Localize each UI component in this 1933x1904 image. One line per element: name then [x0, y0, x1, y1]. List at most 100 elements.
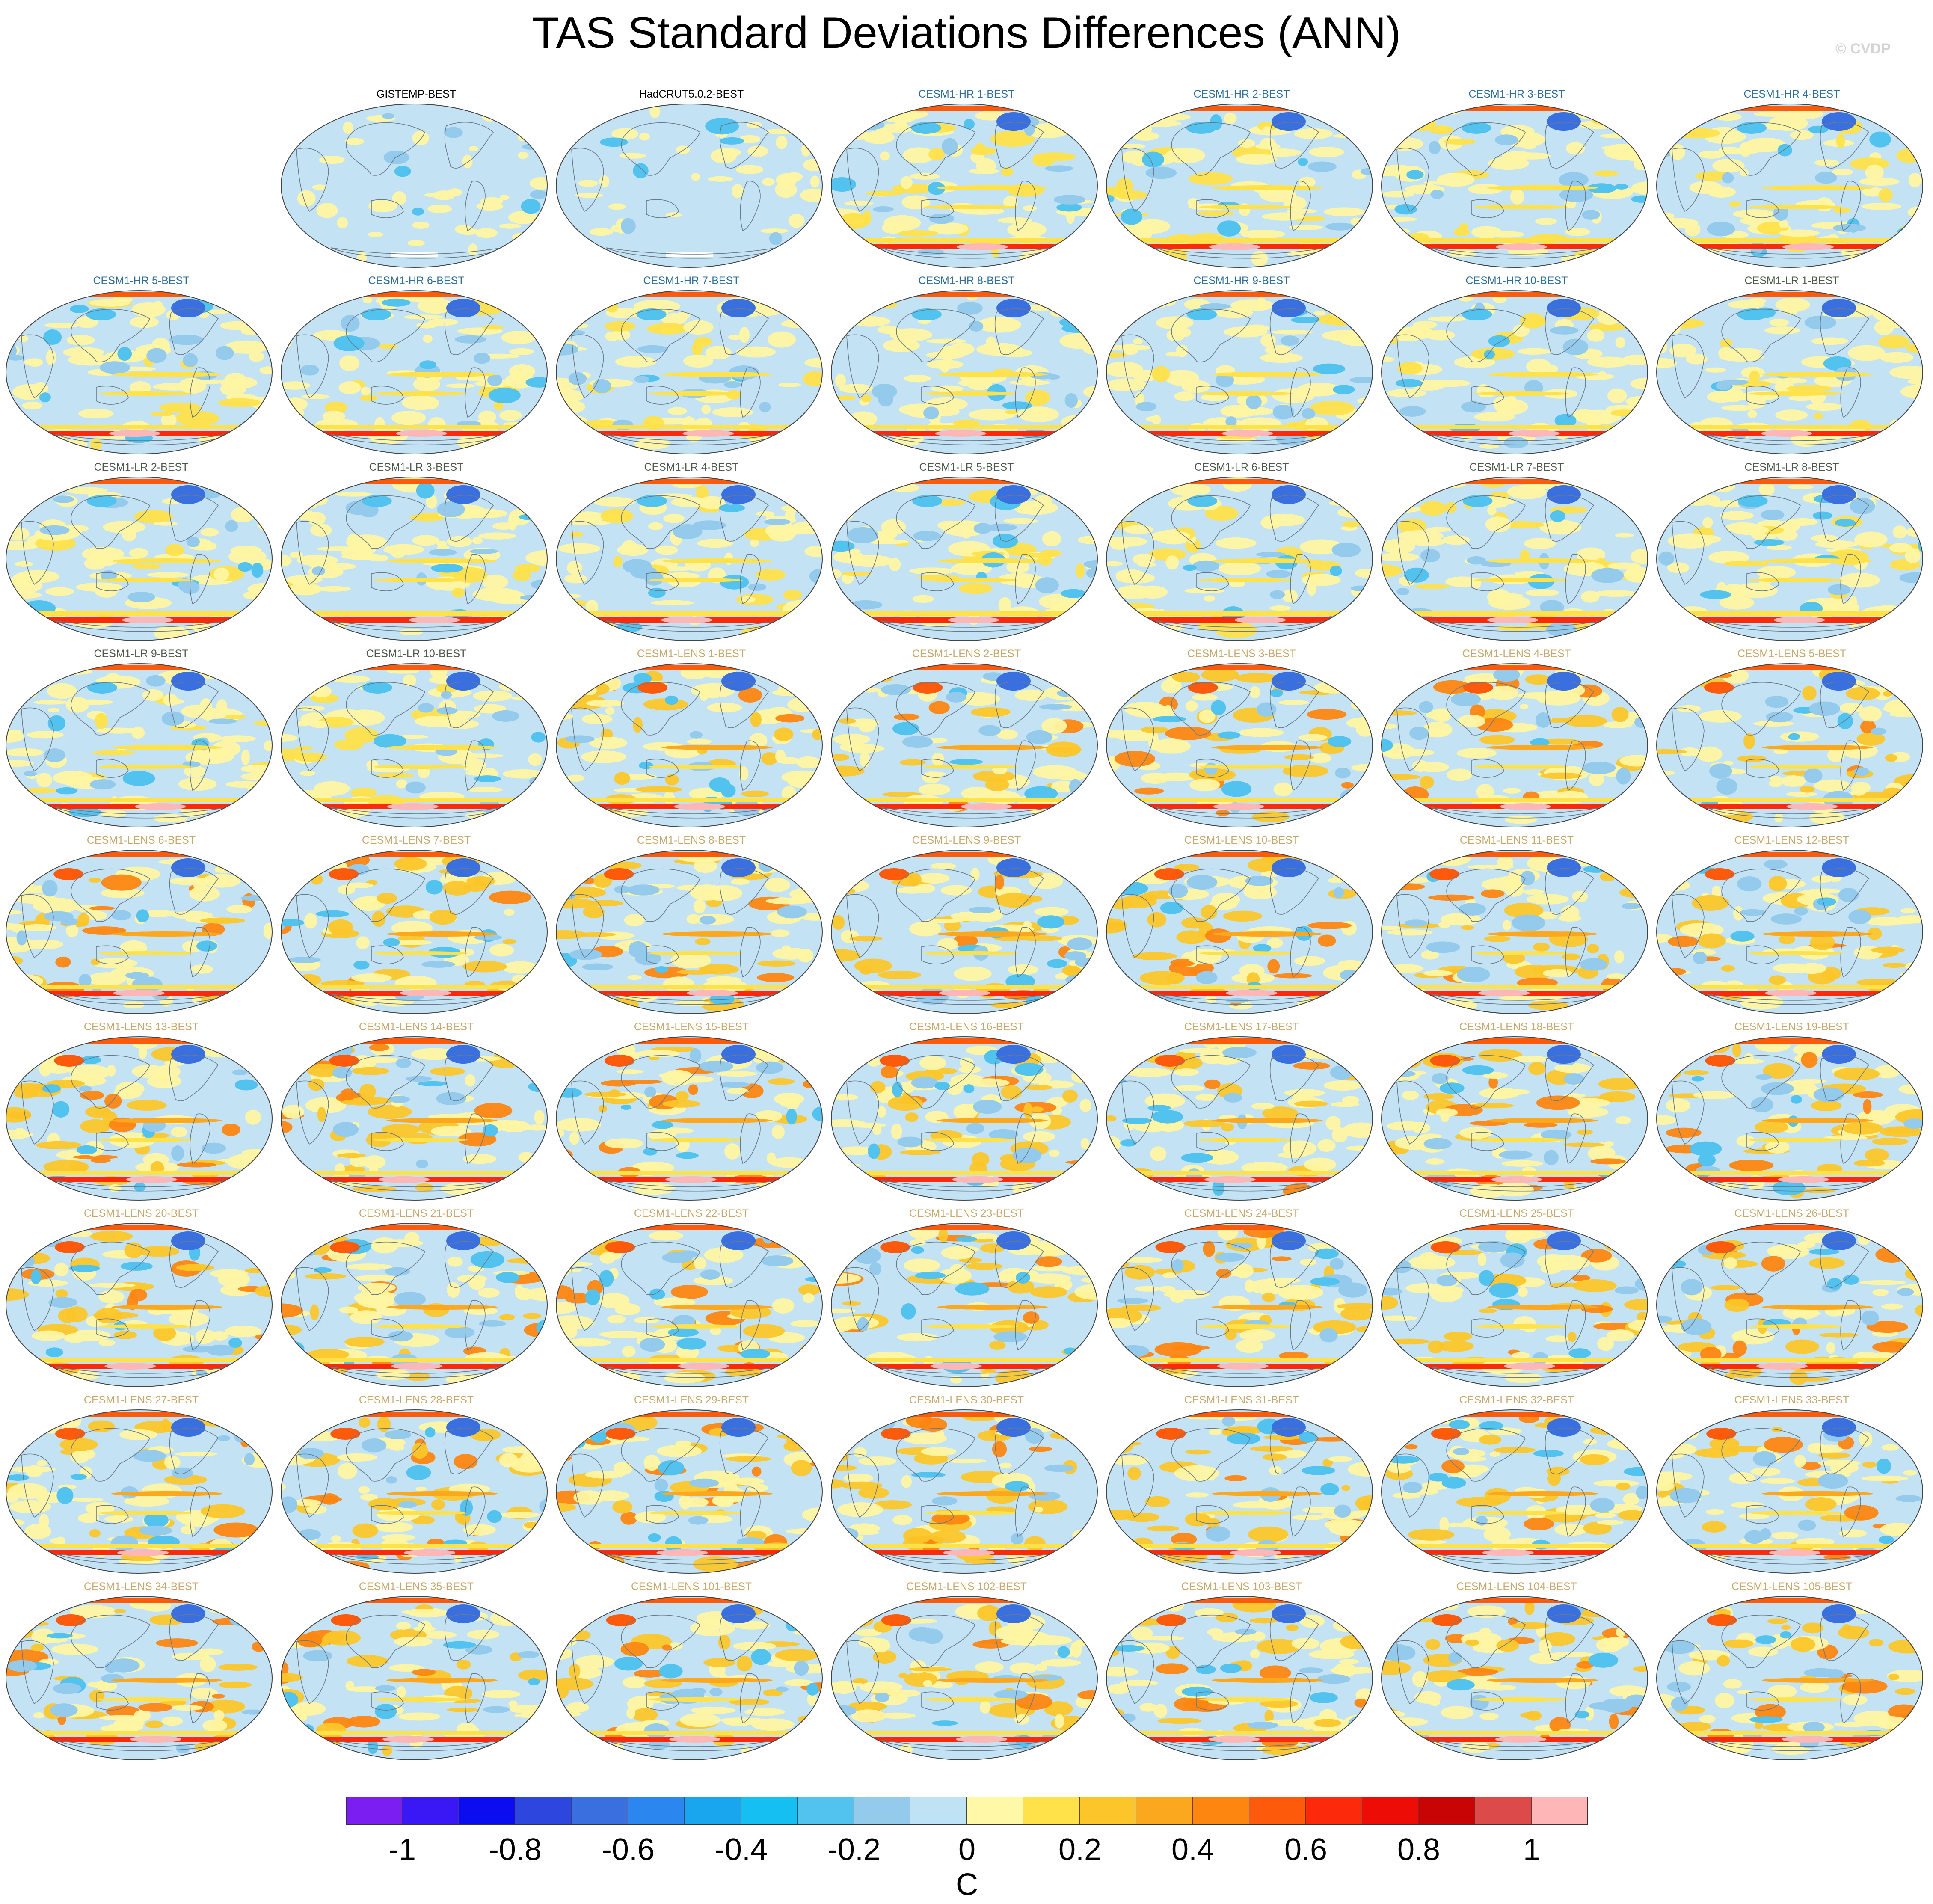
map-panel: CESM1-LENS 32-BEST — [1380, 1394, 1654, 1578]
world-map — [1656, 1223, 1923, 1387]
panel-title: CESM1-HR 6-BEST — [368, 275, 465, 287]
panel-title: CESM1-LENS 102-BEST — [906, 1581, 1027, 1593]
world-map — [281, 663, 548, 827]
panel-title: CESM1-LENS 10-BEST — [1184, 834, 1299, 846]
map-panel: CESM1-LENS 27-BEST — [4, 1394, 278, 1578]
world-map — [831, 477, 1098, 641]
colorbar-box — [854, 1797, 910, 1824]
colorbar-units-label: C — [956, 1868, 978, 1902]
world-map — [281, 850, 548, 1014]
world-map — [556, 1409, 823, 1574]
world-map — [831, 104, 1098, 268]
colorbar-tick-label: 0.4 — [1171, 1833, 1215, 1867]
colorbar-tick-label: -0.8 — [488, 1833, 542, 1867]
panel-title: CESM1-LENS 32-BEST — [1459, 1394, 1574, 1406]
map-panel: CESM1-LENS 28-BEST — [279, 1394, 553, 1578]
panel-title: CESM1-LENS 5-BEST — [1737, 648, 1847, 660]
map-panel: CESM1-HR 5-BEST — [4, 274, 278, 458]
map-panel: CESM1-LR 10-BEST — [279, 647, 553, 831]
map-panel: CESM1-LENS 10-BEST — [1105, 834, 1379, 1018]
map-panel: CESM1-LENS 33-BEST — [1655, 1394, 1929, 1578]
world-map — [6, 663, 273, 827]
map-panel: CESM1-HR 1-BEST — [830, 88, 1103, 272]
panel-title: CESM1-LENS 26-BEST — [1734, 1207, 1850, 1219]
panel-title: CESM1-LENS 1-BEST — [637, 648, 746, 660]
colorbar-box — [346, 1797, 402, 1824]
colorbar-box — [798, 1797, 854, 1824]
map-panel: CESM1-LENS 102-BEST — [830, 1580, 1103, 1764]
map-panel: CESM1-LENS 5-BEST — [1655, 647, 1929, 831]
panel-title: CESM1-LENS 101-BEST — [631, 1581, 752, 1593]
map-panel: CESM1-LR 8-BEST — [1655, 461, 1929, 645]
panel-title: CESM1-HR 7-BEST — [643, 275, 740, 287]
colorbar-box — [459, 1797, 515, 1824]
map-panel: CESM1-LENS 12-BEST — [1655, 834, 1929, 1018]
world-map — [1656, 477, 1923, 641]
panel-title: CESM1-LR 2-BEST — [94, 461, 189, 473]
colorbar-box — [967, 1797, 1023, 1824]
panel-title: CESM1-LR 4-BEST — [644, 461, 739, 473]
world-map — [281, 290, 548, 454]
world-map — [831, 290, 1098, 454]
map-panel: CESM1-LENS 18-BEST — [1380, 1020, 1654, 1204]
colorbar-box — [1419, 1797, 1475, 1824]
map-panel: CESM1-LR 3-BEST — [279, 461, 553, 645]
world-map — [1381, 477, 1648, 641]
panel-title: CESM1-LENS 14-BEST — [359, 1021, 474, 1033]
map-panel: CESM1-LENS 24-BEST — [1105, 1207, 1379, 1391]
colorbar-box — [1475, 1797, 1532, 1824]
world-map — [6, 1223, 273, 1387]
colorbar-box — [572, 1797, 628, 1824]
world-map — [1381, 1596, 1648, 1760]
world-map — [1381, 1036, 1648, 1201]
map-panel: CESM1-LR 2-BEST — [4, 461, 278, 645]
world-map — [1381, 1223, 1648, 1387]
map-panel: CESM1-LENS 103-BEST — [1105, 1580, 1379, 1764]
world-map — [1106, 104, 1373, 268]
panel-title: CESM1-LENS 23-BEST — [909, 1207, 1024, 1219]
panel-title: CESM1-LENS 11-BEST — [1459, 834, 1574, 846]
panel-title: CESM1-LENS 27-BEST — [83, 1394, 199, 1406]
map-panel: CESM1-LENS 7-BEST — [279, 834, 553, 1018]
map-panel: CESM1-LENS 19-BEST — [1655, 1020, 1929, 1204]
colorbar-box — [1193, 1797, 1249, 1824]
panel-title: GISTEMP-BEST — [376, 88, 457, 100]
panel-title: CESM1-LR 3-BEST — [369, 461, 464, 473]
map-panel: CESM1-LR 7-BEST — [1380, 461, 1654, 645]
panel-title: CESM1-LENS 18-BEST — [1459, 1021, 1574, 1033]
colorbar-box — [1532, 1797, 1588, 1824]
world-map — [831, 1596, 1098, 1760]
world-map — [1381, 850, 1648, 1014]
map-panel: CESM1-LENS 31-BEST — [1105, 1394, 1379, 1578]
map-panel: CESM1-LR 5-BEST — [830, 461, 1103, 645]
map-panel: CESM1-LENS 3-BEST — [1105, 647, 1379, 831]
colorbar-box — [1249, 1797, 1306, 1824]
map-panel: CESM1-LENS 25-BEST — [1380, 1207, 1654, 1391]
world-map — [1656, 104, 1923, 268]
map-panel: CESM1-HR 2-BEST — [1105, 88, 1379, 272]
map-panel: CESM1-LENS 15-BEST — [554, 1020, 828, 1204]
world-map — [6, 477, 273, 641]
colorbar-tick-label: -0.4 — [714, 1833, 768, 1867]
panel-title: HadCRUT5.0.2-BEST — [639, 88, 744, 100]
map-panel: CESM1-LENS 17-BEST — [1105, 1020, 1379, 1204]
panel-title: CESM1-LENS 6-BEST — [86, 834, 196, 846]
colorbar-box — [1136, 1797, 1193, 1824]
colorbar-box — [1080, 1797, 1136, 1824]
panel-title: CESM1-LENS 13-BEST — [83, 1021, 199, 1033]
world-map — [1381, 104, 1648, 268]
world-map — [281, 1223, 548, 1387]
colorbar-box — [1306, 1797, 1362, 1824]
map-panel: CESM1-HR 8-BEST — [830, 274, 1103, 458]
world-map — [1106, 1409, 1373, 1574]
map-panel: CESM1-LENS 26-BEST — [1655, 1207, 1929, 1391]
colorbar-tick-label: 0.8 — [1397, 1833, 1441, 1867]
panel-title: CESM1-HR 3-BEST — [1468, 88, 1565, 100]
panel-title: CESM1-LENS 29-BEST — [634, 1394, 749, 1406]
world-map — [556, 1036, 823, 1201]
world-map — [1656, 290, 1923, 454]
world-map — [556, 290, 823, 454]
world-map — [6, 1036, 273, 1201]
map-panel: CESM1-LENS 101-BEST — [554, 1580, 828, 1764]
colorbar-tick-label: -0.2 — [827, 1833, 881, 1867]
